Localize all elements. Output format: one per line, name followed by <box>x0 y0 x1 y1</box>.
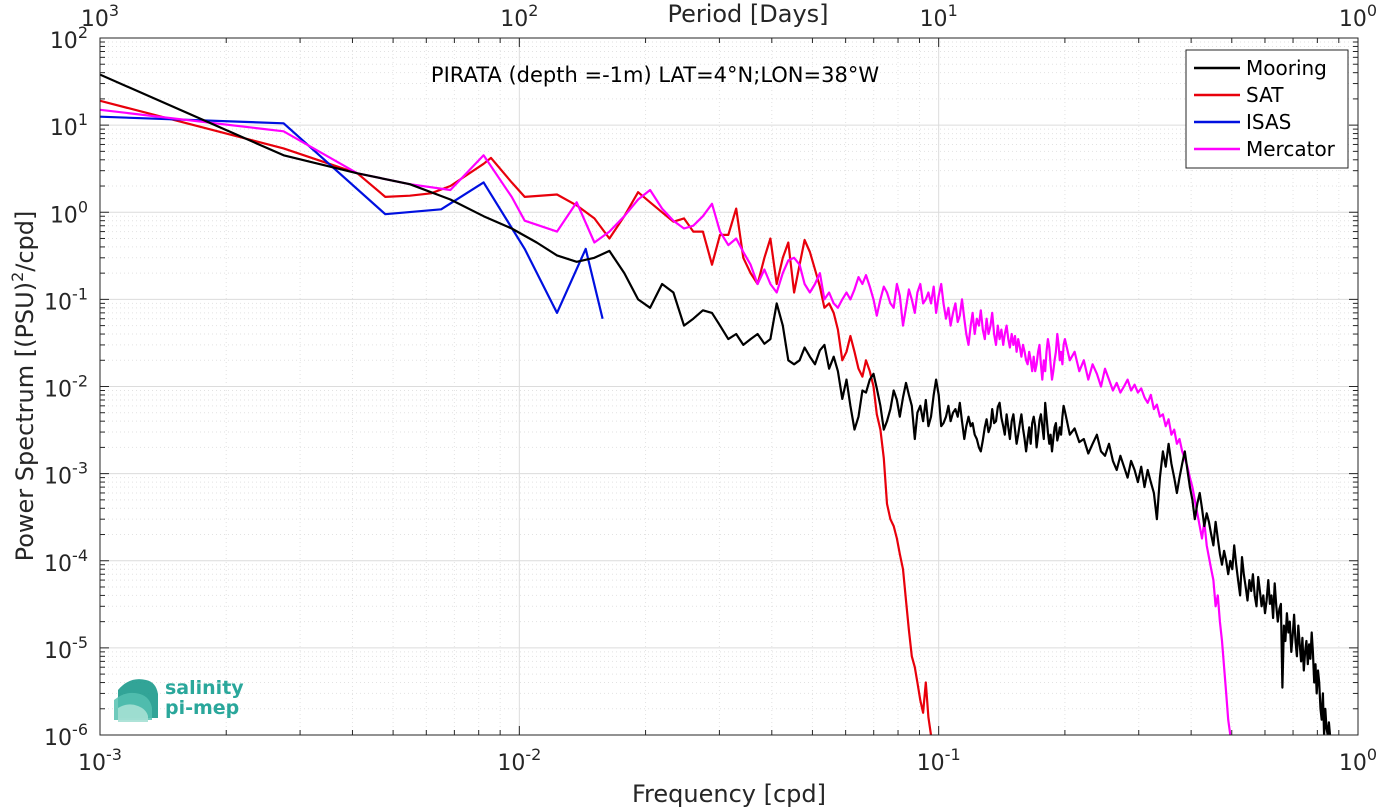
x-tick-label: 10-1 <box>917 745 961 776</box>
y-tick-label: 10-2 <box>44 372 88 403</box>
y-tick-label: 10-3 <box>44 459 88 490</box>
series-line-isas <box>100 115 604 319</box>
y-tick-label-exponent: -6 <box>72 720 88 739</box>
chart-title: PIRATA (depth =-1m) LAT=4°N;LON=38°W <box>431 63 879 87</box>
y-tick-label: 10-6 <box>44 720 88 751</box>
x-tick-label: 10-3 <box>78 745 122 776</box>
y-tick-label-base: 10 <box>50 116 78 141</box>
y-axis-label-part: /cpd] <box>11 211 39 272</box>
top-x-tick-label-base: 10 <box>920 7 948 32</box>
y-tick-label: 100 <box>50 197 88 228</box>
top-x-tick-label-exponent: 1 <box>948 1 958 20</box>
legend-label-sat: SAT <box>1246 83 1284 107</box>
legend-label-mooring: Mooring <box>1246 56 1327 80</box>
y-tick-label: 10-1 <box>44 284 88 315</box>
y-tick-label: 102 <box>50 23 88 54</box>
top-x-tick-label-base: 10 <box>500 7 528 32</box>
y-tick-label-exponent: 2 <box>78 23 88 42</box>
legend: Mooring SAT ISAS Mercator <box>1185 49 1349 169</box>
x-tick-label-base: 10 <box>78 751 106 776</box>
top-x-tick-label-exponent: 3 <box>109 1 119 20</box>
y-tick-label-base: 10 <box>44 465 72 490</box>
x-tick-label-exponent: 0 <box>1367 745 1377 764</box>
logo-text-pi-mep: pi-mep <box>165 697 239 719</box>
x-tick-label-base: 10 <box>1339 751 1367 776</box>
top-x-tick-label: 103 <box>81 1 119 32</box>
legend-label-isas: ISAS <box>1246 110 1291 134</box>
y-tick-label-exponent: -1 <box>72 284 88 303</box>
y-tick-label: 10-4 <box>44 546 88 577</box>
y-axis-label: Power Spectrum [(PSU)2/cpd] <box>8 211 39 562</box>
top-x-tick-label: 102 <box>500 1 538 32</box>
x-tick-label-exponent: -2 <box>525 745 541 764</box>
y-tick-label: 101 <box>50 110 88 141</box>
top-x-tick-label: 100 <box>1339 1 1377 32</box>
y-tick-label-base: 10 <box>44 726 72 751</box>
series-line-mercator <box>100 108 1232 735</box>
logo-icon <box>114 679 158 722</box>
series-line-mooring <box>100 73 1332 735</box>
top-x-tick-label-exponent: 2 <box>528 1 538 20</box>
x-tick-label-exponent: -3 <box>106 745 122 764</box>
y-tick-label-base: 10 <box>44 290 72 315</box>
y-tick-label-exponent: -2 <box>72 372 88 391</box>
top-x-tick-label-base: 10 <box>81 7 109 32</box>
y-tick-label-exponent: 0 <box>78 197 88 216</box>
x-tick-label: 10-2 <box>497 745 541 776</box>
salinity-pi-mep-logo: salinity pi-mep <box>114 677 244 722</box>
axis-ticks <box>99 37 1359 736</box>
x-tick-label-exponent: -1 <box>945 745 961 764</box>
top-x-tick-label-base: 10 <box>1339 7 1367 32</box>
y-tick-label-exponent: -5 <box>72 633 88 652</box>
y-tick-label-base: 10 <box>44 552 72 577</box>
legend-label-mercator: Mercator <box>1246 137 1336 161</box>
x-axis-label: Frequency [cpd] <box>632 780 826 808</box>
y-tick-label-base: 10 <box>50 203 78 228</box>
y-tick-label-exponent: -3 <box>72 459 88 478</box>
grid-lines <box>100 38 1358 735</box>
y-tick-label-base: 10 <box>44 639 72 664</box>
logo-text-salinity: salinity <box>165 677 244 699</box>
x-tick-label-base: 10 <box>917 751 945 776</box>
top-x-tick-label-exponent: 0 <box>1367 1 1377 20</box>
y-axis-label-superscript: 2 <box>8 272 27 282</box>
y-tick-label-base: 10 <box>50 29 78 54</box>
series-layer <box>100 73 1332 735</box>
y-axis-label-part: Power Spectrum [(PSU) <box>11 282 39 561</box>
top-x-axis-label: Period [Days] <box>667 0 828 28</box>
top-x-tick-label: 101 <box>920 1 958 32</box>
y-tick-label-exponent: -4 <box>72 546 88 565</box>
y-tick-label-exponent: 1 <box>78 110 88 129</box>
x-tick-label: 100 <box>1339 745 1377 776</box>
y-tick-label-base: 10 <box>44 378 72 403</box>
x-tick-label-base: 10 <box>497 751 525 776</box>
y-tick-label: 10-5 <box>44 633 88 664</box>
